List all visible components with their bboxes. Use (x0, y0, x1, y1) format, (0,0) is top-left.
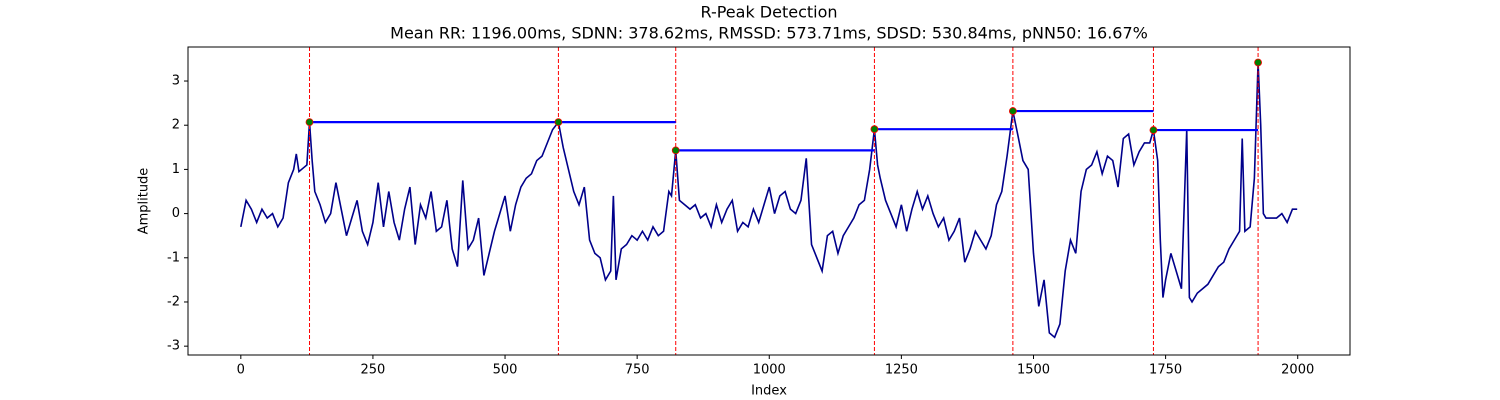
y-tick-label: -2 (167, 294, 180, 309)
y-tick-label: 2 (172, 118, 180, 133)
x-tick-label: 1000 (753, 363, 786, 378)
x-tick-label: 1250 (885, 363, 918, 378)
peak-marker (554, 118, 563, 127)
plot-frame (187, 46, 1351, 356)
x-tick-label: 0 (237, 363, 245, 378)
x-tick-label: 750 (625, 363, 650, 378)
chart-title: R-Peak Detection (700, 3, 837, 22)
x-tick-label: 1750 (1149, 363, 1182, 378)
peak-marker (1254, 58, 1262, 67)
y-tick-label: 3 (172, 74, 180, 89)
y-tick-label: -1 (167, 250, 180, 265)
peak-marker (1149, 126, 1158, 134)
y-tick-label: 1 (172, 162, 180, 177)
x-tick-label: 500 (493, 363, 518, 378)
signal-line (240, 62, 1298, 339)
y-tick-label: 0 (172, 206, 180, 221)
x-tick-label: 250 (361, 363, 386, 378)
y-tick-label: -3 (167, 339, 180, 354)
y-axis-label: Amplitude (137, 168, 152, 235)
x-tick-label: 1500 (1017, 363, 1050, 378)
x-axis-label: Index (751, 384, 787, 399)
peak-marker (305, 118, 314, 127)
peak-marker (1008, 107, 1017, 115)
peak-marker (870, 125, 879, 134)
peak-marker (671, 146, 680, 155)
chart-subtitle: Mean RR: 1196.00ms, SDNN: 378.62ms, RMSS… (390, 24, 1148, 43)
x-tick-label: 2000 (1281, 363, 1314, 378)
